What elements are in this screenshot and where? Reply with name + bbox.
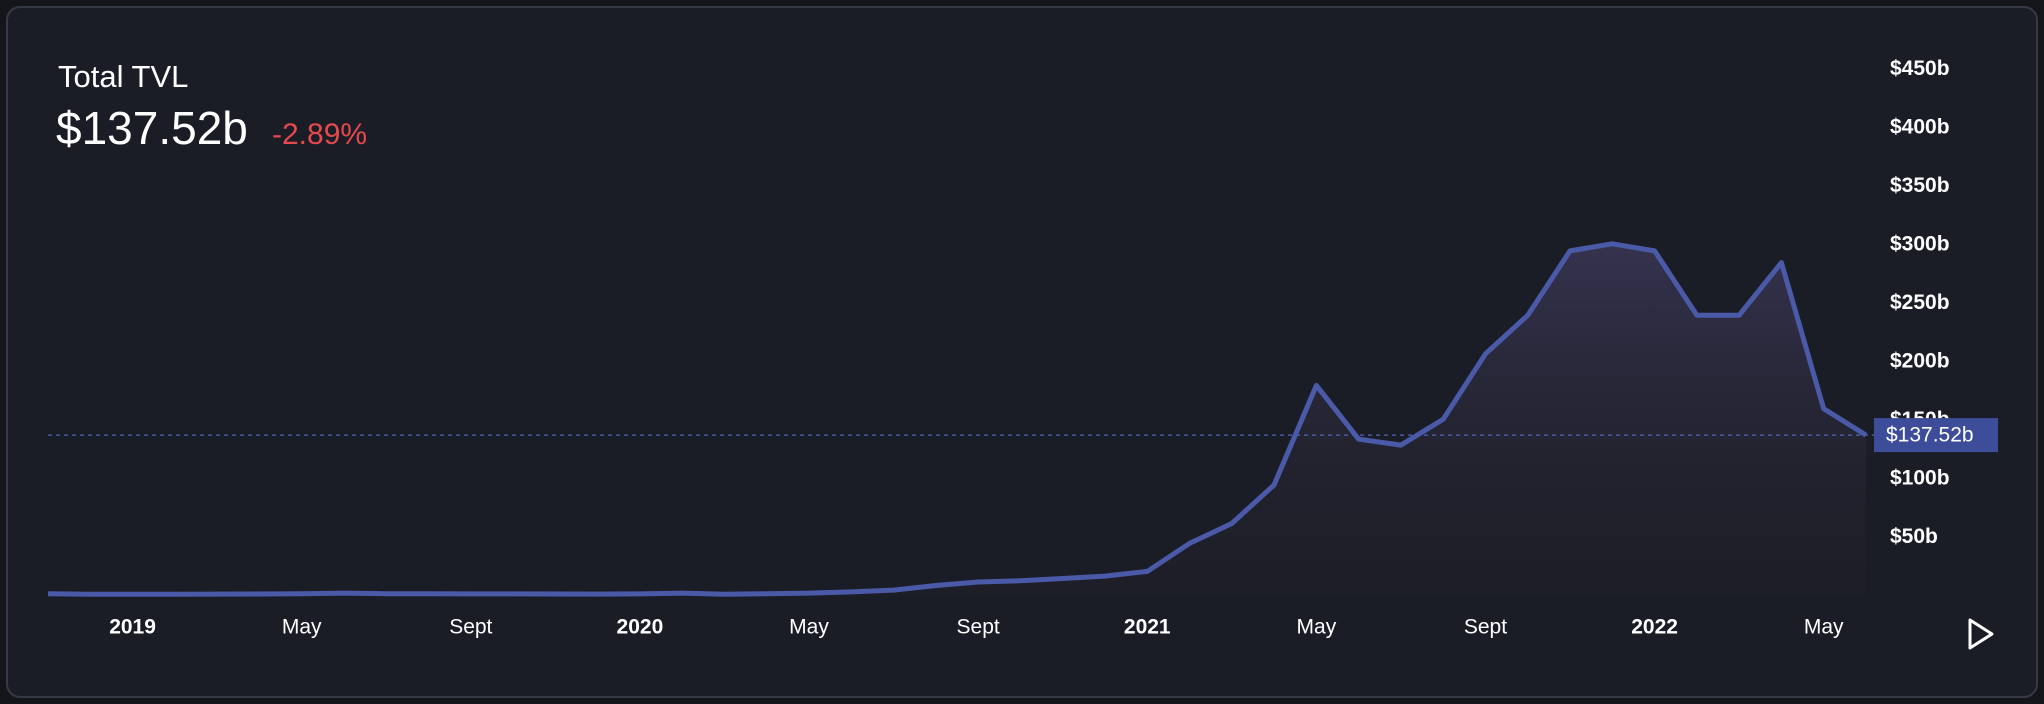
tvl-change: -2.89% <box>272 118 367 151</box>
x-tick-label: 2019 <box>109 616 156 639</box>
y-tick-label: $450b <box>1890 57 1950 80</box>
x-tick-label: May <box>789 616 829 639</box>
x-tick-label: Sept <box>957 616 1000 639</box>
y-tick-label: $200b <box>1890 350 1950 373</box>
y-tick-label: $50b <box>1890 525 1938 548</box>
y-tick-label: $400b <box>1890 116 1950 139</box>
x-tick-label: 2020 <box>617 616 664 639</box>
x-tick-label: May <box>1297 616 1337 639</box>
x-tick-label: May <box>1804 616 1844 639</box>
tvl-value: $137.52b <box>56 102 248 154</box>
x-tick-label: 2021 <box>1124 616 1171 639</box>
y-tick-label: $300b <box>1890 233 1950 256</box>
x-tick-label: Sept <box>449 616 492 639</box>
y-tick-label: $250b <box>1890 291 1950 314</box>
area <box>48 243 1866 597</box>
chart-panel: Total TVL $137.52b -2.89% $50b$100b$150b… <box>6 6 2038 698</box>
y-tick-label: $100b <box>1890 467 1950 490</box>
x-tick-label: Sept <box>1464 616 1507 639</box>
current-value-tag <box>1874 418 1998 453</box>
current-value-label: $137.52b <box>1886 424 1974 447</box>
tvl-title: Total TVL <box>58 59 188 94</box>
tvl-line <box>47 241 1868 597</box>
chart: Total TVL $137.52b -2.89% $50b$100b$150b… <box>47 57 1998 650</box>
play-button[interactable] <box>1968 618 1994 650</box>
x-tick-label: 2022 <box>1631 616 1678 639</box>
x-tick-label: May <box>282 616 322 639</box>
y-tick-label: $350b <box>1890 174 1950 197</box>
